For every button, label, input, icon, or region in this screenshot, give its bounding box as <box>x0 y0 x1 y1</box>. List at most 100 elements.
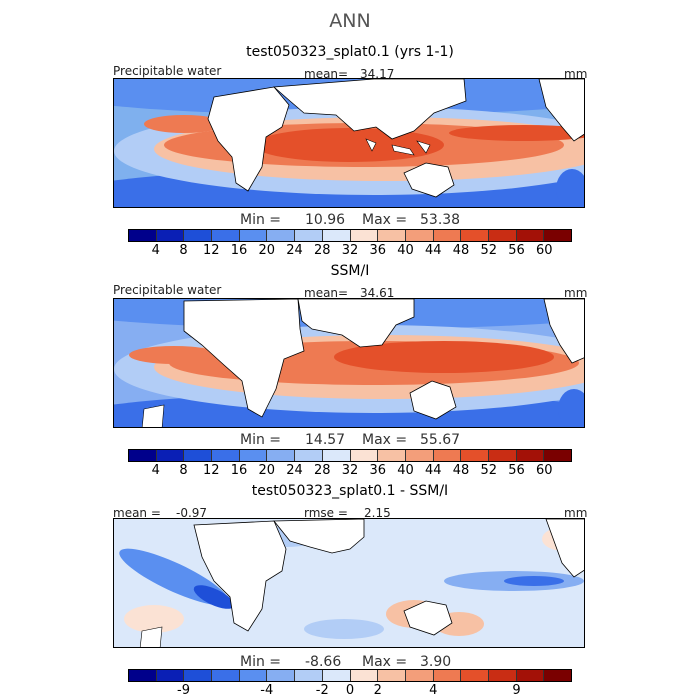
mean-value: 34.17 <box>360 67 395 81</box>
colorbar-tick-label: 16 <box>230 463 248 478</box>
colorbar-tick-label: 56 <box>508 243 525 258</box>
colorbar-tick-label: 60 <box>535 243 553 258</box>
colorbar-tick-label: 8 <box>179 463 188 478</box>
colorbar <box>128 449 572 462</box>
colorbar-tick-label: 12 <box>202 463 220 478</box>
map-diff <box>113 518 585 648</box>
panel-title-diff: test050323_splat0.1 - SSM/I <box>251 483 449 499</box>
panel-title-obs: SSM/I <box>330 263 370 279</box>
colorbar-tick-label: 16 <box>230 243 248 258</box>
colorbar-swatch <box>295 670 323 681</box>
colorbar-swatch <box>322 230 351 241</box>
colorbar-swatch <box>405 450 434 461</box>
colorbar-swatch <box>295 230 323 241</box>
min-label: Min = <box>240 212 282 228</box>
colorbar-swatch <box>461 670 489 681</box>
colorbar-tick-label: 60 <box>535 463 553 478</box>
colorbar-swatch <box>212 450 240 461</box>
colorbar-tick-label: 24 <box>286 463 303 478</box>
colorbar-swatch <box>378 230 406 241</box>
colorbar-swatch <box>516 670 545 681</box>
mean-value: -0.97 <box>176 506 208 520</box>
colorbar-swatch <box>405 670 434 681</box>
colorbar-swatch <box>516 230 545 241</box>
colorbar-swatch <box>350 450 379 461</box>
colorbar-swatch <box>239 670 268 681</box>
colorbar-tick-label: 4 <box>429 683 438 698</box>
units-label: mm <box>564 286 588 300</box>
colorbar-swatch <box>184 670 213 681</box>
colorbar-swatch <box>433 230 462 241</box>
colorbar-swatch <box>156 230 185 241</box>
colorbar-swatch <box>267 450 296 461</box>
colorbar-swatch <box>239 230 268 241</box>
colorbar-tick-label: 36 <box>369 463 387 478</box>
units-label: mm <box>564 67 588 81</box>
colorbar-swatch <box>516 450 545 461</box>
mean-value: 34.61 <box>360 286 395 300</box>
colorbar-swatch <box>129 450 157 461</box>
colorbar-ticks: 4 8 12 16 20 24 28 32 36 40 44 48 52 56 60 <box>128 463 572 479</box>
colorbar-swatch <box>239 450 268 461</box>
colorbar-swatch <box>129 670 157 681</box>
variable-label: Precipitable water <box>113 64 222 78</box>
min-label: Min = <box>240 654 282 670</box>
colorbar <box>128 669 572 682</box>
colorbar-swatch <box>544 230 571 241</box>
colorbar-tick-label: 28 <box>313 243 331 258</box>
max-value: 3.90 <box>420 654 452 670</box>
colorbar-swatch <box>405 230 434 241</box>
colorbar-tick-label: 24 <box>286 243 303 258</box>
max-label: Max = <box>362 432 408 448</box>
colorbar-tick-label: 0 <box>345 683 355 698</box>
colorbar-swatch <box>461 230 489 241</box>
colorbar-tick-label: -2 <box>315 683 329 698</box>
min-value: -8.66 <box>305 654 342 670</box>
colorbar-swatch <box>156 450 185 461</box>
min-value: 10.96 <box>305 212 346 228</box>
colorbar-tick-label: 28 <box>313 463 331 478</box>
colorbar-tick-label: 9 <box>512 683 521 698</box>
colorbar-tick-label: 56 <box>508 463 525 478</box>
units-label: mm <box>564 506 588 520</box>
map-obs <box>113 298 585 428</box>
colorbar-ticks: 4 8 12 16 20 24 28 32 36 40 44 48 52 56 60 <box>128 243 572 259</box>
panel-title-model: test050323_splat0.1 (yrs 1-1) <box>246 44 454 60</box>
colorbar-swatch <box>350 670 379 681</box>
colorbar-tick-label: 48 <box>452 243 470 258</box>
colorbar-swatch <box>184 230 213 241</box>
colorbar-swatch <box>322 670 351 681</box>
max-value: 53.38 <box>420 212 461 228</box>
colorbar-swatch <box>488 230 517 241</box>
colorbar-ticks: -9 -4 -2 0 2 4 9 <box>128 683 572 699</box>
colorbar-tick-label: 4 <box>151 243 160 258</box>
colorbar-swatch <box>433 670 462 681</box>
colorbar <box>128 229 572 242</box>
mean-label: mean= <box>304 67 349 81</box>
colorbar-swatch <box>267 230 296 241</box>
max-label: Max = <box>362 212 408 228</box>
colorbar-swatch <box>488 450 517 461</box>
colorbar-swatch <box>156 670 185 681</box>
colorbar-tick-label: 52 <box>480 243 498 258</box>
colorbar-swatch <box>212 670 240 681</box>
colorbar-tick-label: 44 <box>424 463 442 478</box>
colorbar-tick-label: 48 <box>452 463 470 478</box>
colorbar-swatch <box>544 450 571 461</box>
colorbar-swatch <box>267 670 296 681</box>
mean-label: mean= <box>304 286 349 300</box>
colorbar-tick-label: 2 <box>373 683 382 698</box>
colorbar-swatch <box>461 450 489 461</box>
colorbar-tick-label: 40 <box>397 243 414 258</box>
variable-label: Precipitable water <box>113 283 222 297</box>
colorbar-swatch <box>544 670 571 681</box>
colorbar-swatch <box>433 450 462 461</box>
rmse-value: 2.15 <box>364 506 391 520</box>
colorbar-tick-label: -9 <box>177 683 190 698</box>
colorbar-swatch <box>212 230 240 241</box>
colorbar-swatch <box>378 670 406 681</box>
colorbar-tick-label: 40 <box>397 463 414 478</box>
max-value: 55.67 <box>420 432 461 448</box>
rmse-label: rmse = <box>304 506 348 520</box>
colorbar-swatch <box>184 450 213 461</box>
